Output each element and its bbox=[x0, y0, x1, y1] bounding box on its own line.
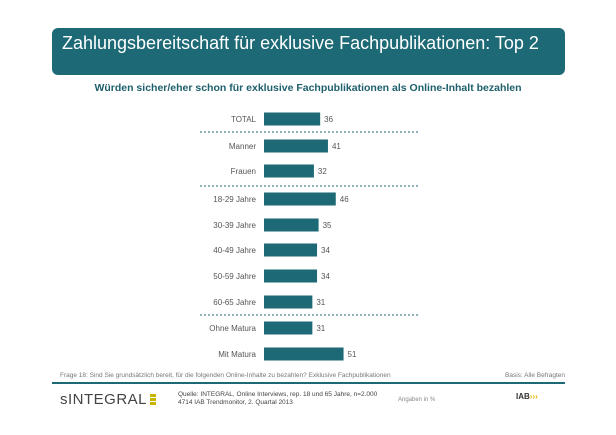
bar bbox=[264, 192, 336, 206]
source-line-2: 4714 IAB Trendmonitor, 2. Quartal 2013 bbox=[178, 399, 293, 406]
source-line-1: Quelle: INTEGRAL, Online Interviews, rep… bbox=[178, 391, 378, 398]
category-label: Manner bbox=[229, 142, 256, 151]
footer-divider bbox=[52, 382, 565, 384]
bar-chart: TOTAL 36 Manner 41 Frauen 32 18-29 Jahre 46 30-3… bbox=[200, 112, 420, 361]
value-label: 32 bbox=[318, 167, 327, 176]
bar bbox=[264, 321, 313, 335]
value-label: 31 bbox=[316, 298, 325, 307]
value-label: 41 bbox=[332, 142, 341, 151]
category-label: TOTAL bbox=[231, 115, 257, 124]
bar bbox=[264, 139, 328, 153]
category-label: Mit Matura bbox=[218, 350, 256, 359]
category-label: 40-49 Jahre bbox=[213, 246, 256, 255]
category-label: Frauen bbox=[231, 167, 256, 176]
bar bbox=[264, 218, 319, 232]
bar bbox=[264, 295, 313, 309]
value-label: 51 bbox=[348, 350, 357, 359]
value-label: 36 bbox=[324, 115, 333, 124]
category-label: 30-39 Jahre bbox=[213, 221, 256, 230]
value-label: 34 bbox=[321, 246, 330, 255]
category-label: 18-29 Jahre bbox=[213, 195, 256, 204]
category-label: Ohne Matura bbox=[209, 324, 256, 333]
value-label: 31 bbox=[316, 324, 325, 333]
bar bbox=[264, 243, 318, 257]
iab-logo: IAB››› bbox=[516, 392, 538, 401]
question-text: Frage 18: Sind Sie grundsätzlich bereit,… bbox=[60, 372, 391, 379]
chart-subtitle: Würden sicher/eher schon für exklusive F… bbox=[94, 82, 522, 94]
integral-logo: sINTEGRAL bbox=[60, 391, 157, 408]
value-label: 34 bbox=[321, 272, 330, 281]
bar bbox=[264, 112, 321, 126]
bar bbox=[264, 164, 314, 178]
category-label: 50-59 Jahre bbox=[213, 272, 256, 281]
bar bbox=[264, 269, 318, 283]
value-label: 46 bbox=[340, 195, 349, 204]
value-label: 35 bbox=[323, 221, 332, 230]
bar bbox=[264, 347, 344, 361]
basis-text: Basis: Alle Befragten bbox=[505, 372, 565, 379]
units-note: Angaben in % bbox=[398, 397, 436, 403]
footer-question-row: Frage 18: Sind Sie grundsätzlich bereit,… bbox=[60, 372, 565, 379]
category-label: 60-65 Jahre bbox=[213, 298, 256, 307]
page-title: Zahlungsbereitschaft für exklusive Fachp… bbox=[52, 28, 565, 75]
source-text: Quelle: INTEGRAL, Online Interviews, rep… bbox=[178, 391, 377, 407]
